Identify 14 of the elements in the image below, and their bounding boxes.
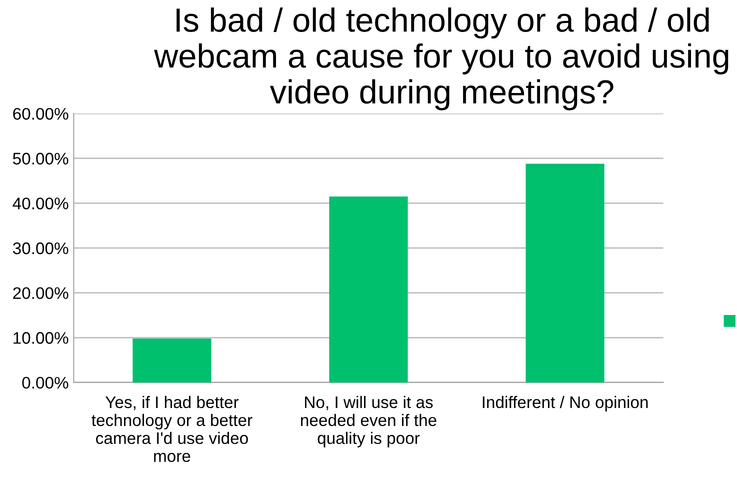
y-tick-label: 40.00%	[12, 198, 68, 210]
x-tick-label: Yes, if I had better technology or a better camera I'd use video more	[92, 396, 252, 462]
y-tick-label: 0.00%	[22, 376, 68, 389]
chart-title: Is bad / old technology or a bad / old webcam a cause for you to avoid using video during meetings?	[154, 7, 728, 110]
bar	[526, 164, 604, 382]
bar	[329, 196, 408, 382]
y-tick-label: 10.00%	[14, 332, 68, 344]
y-tick-label: 20.00%	[13, 287, 68, 300]
bar	[132, 338, 212, 382]
x-tick-label: No, I will use it as needed even if the quality is poor	[301, 396, 436, 448]
y-tick-label: 50.00%	[12, 152, 68, 165]
y-tick-label: 30.00%	[12, 242, 68, 254]
x-tick-label: Indifferent / No opinion	[482, 396, 648, 412]
y-tick-label: 60.00%	[13, 108, 68, 120]
